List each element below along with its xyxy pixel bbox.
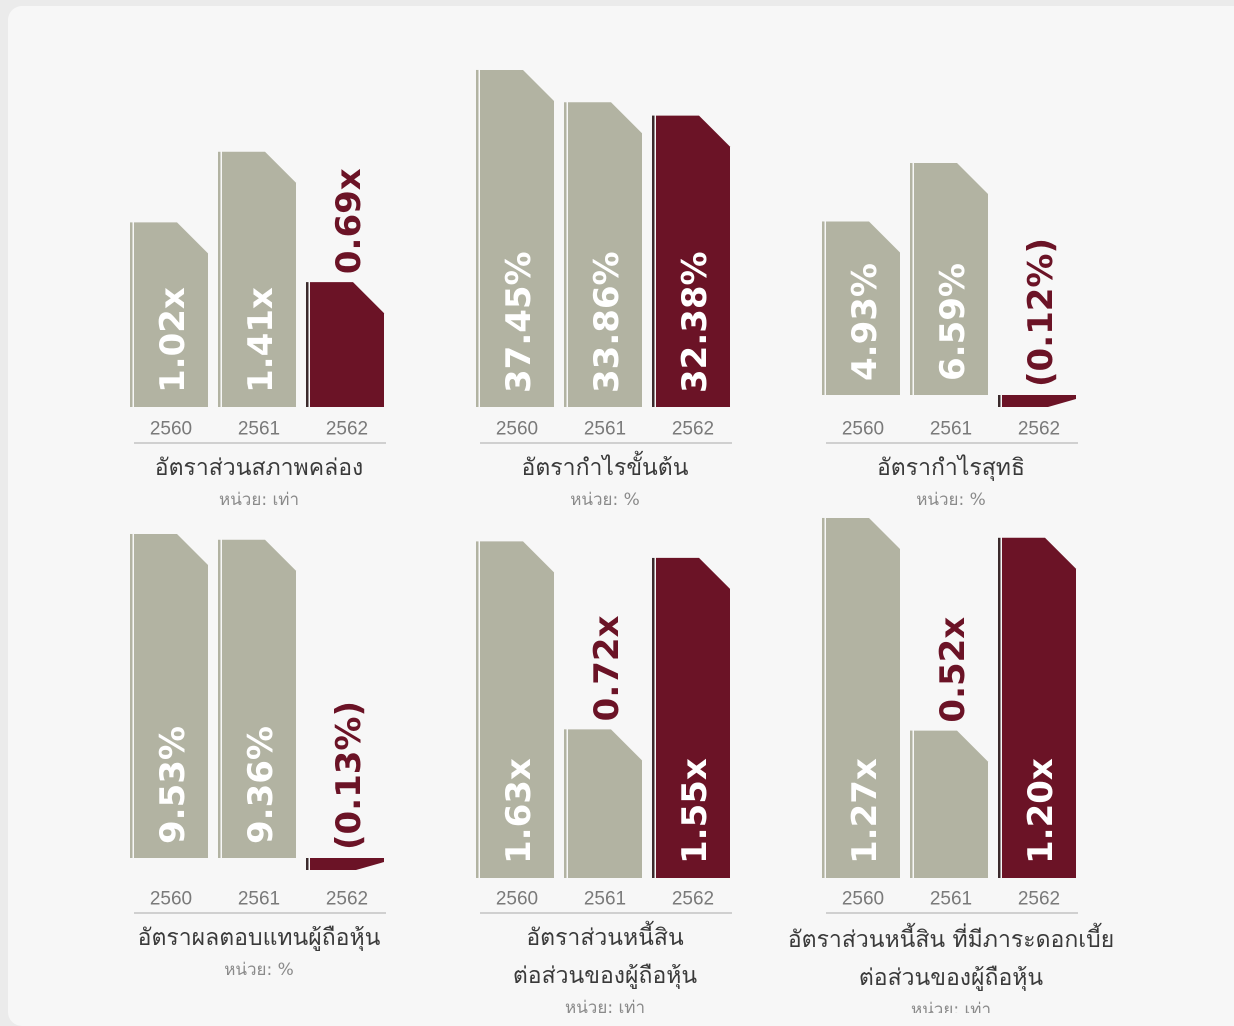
value-label-2562: 1.20x	[1021, 758, 1061, 864]
bar-2560	[134, 533, 208, 858]
year-label-2560: 2560	[150, 419, 192, 440]
year-label-2562: 2562	[326, 419, 368, 440]
bar-2561	[222, 151, 296, 407]
bar-edge-2561	[218, 151, 221, 407]
year-label-2560: 2560	[496, 889, 538, 910]
chart-title: อัตราส่วนสภาพคล่อง	[155, 455, 364, 481]
chart-5: 1.63x 2560 0.72x 2561 1.55x 2562 อัตราส่วนหนี้…	[476, 541, 732, 1013]
unit-label: หน่วย: เท่า	[911, 1000, 991, 1013]
value-label-2561: 0.52x	[933, 617, 973, 723]
bar-edge-2560	[130, 533, 133, 858]
bar-2560	[134, 222, 208, 407]
value-label-2560: 1.27x	[845, 758, 885, 864]
bar-edge-2561	[910, 163, 913, 395]
bar-2562	[310, 858, 384, 870]
bar-2561	[914, 730, 988, 878]
chart-title: อัตราส่วนหนี้สิน ที่มีภาระดอกเบี้ย	[788, 923, 1114, 953]
unit-label: หน่วย: เท่า	[219, 490, 299, 510]
bar-edge-2562	[998, 395, 1001, 407]
year-label-2561: 2561	[238, 889, 280, 910]
year-label-2560: 2560	[842, 419, 884, 440]
value-label-2562: 1.55x	[675, 758, 715, 864]
bar-edge-2560	[822, 517, 825, 878]
bar-2561	[222, 539, 296, 858]
value-label-2560: 37.45%	[499, 251, 539, 393]
year-label-2561: 2561	[238, 419, 280, 440]
value-label-2560: 9.53%	[153, 726, 193, 844]
value-label-2560: 1.63x	[499, 758, 539, 864]
year-label-2561: 2561	[930, 889, 972, 910]
year-label-2561: 2561	[584, 419, 626, 440]
bar-2560	[826, 221, 900, 395]
bar-2560	[480, 69, 554, 407]
bar-edge-2562	[998, 537, 1001, 878]
bar-edge-2561	[564, 729, 567, 878]
bar-2562	[1002, 537, 1076, 878]
year-label-2562: 2562	[1018, 419, 1060, 440]
value-label-2561: 1.41x	[241, 287, 281, 393]
chart-4: 9.53% 2560 9.36% 2561 (0.13%) 2562 อัตราผลตอบแ…	[130, 533, 386, 980]
bar-2562	[656, 115, 730, 407]
unit-label: หน่วย: %	[224, 960, 294, 980]
unit-label: หน่วย: %	[916, 490, 986, 510]
year-label-2562: 2562	[326, 889, 368, 910]
bar-edge-2561	[218, 539, 221, 858]
bar-edge-2560	[130, 222, 133, 407]
chart-title: ต่อส่วนของผู้ถือหุ้น	[859, 965, 1044, 991]
value-label-2561: 0.72x	[587, 615, 627, 721]
bar-edge-2562	[306, 282, 309, 407]
value-label-2561: 9.36%	[241, 726, 281, 844]
year-label-2560: 2560	[496, 419, 538, 440]
bar-edge-2561	[564, 102, 567, 407]
chart-title: อัตรากำไรขั้นต้น	[522, 451, 689, 481]
bar-2561	[568, 729, 642, 878]
bar-2562	[310, 282, 384, 407]
year-label-2560: 2560	[842, 889, 884, 910]
bar-edge-2562	[652, 557, 655, 878]
chart-3: 4.93% 2560 6.59% 2561 (0.12%) 2562 อัตรากำไรสุ…	[822, 163, 1078, 510]
chart-title: อัตรากำไรสุทธิ	[877, 454, 1025, 481]
value-label-2562: (0.12%)	[1021, 238, 1061, 387]
bar-2561	[914, 163, 988, 395]
chart-title: อัตราผลตอบแทนผู้ถือหุ้น	[138, 925, 381, 951]
bar-2562	[1002, 395, 1076, 407]
value-label-2562: 32.38%	[675, 251, 715, 393]
chart-1: 1.02x 2560 1.41x 2561 0.69x 2562 อัตราส่วนสภาพ…	[130, 151, 386, 510]
year-label-2561: 2561	[584, 889, 626, 910]
unit-label: หน่วย: เท่า	[565, 998, 645, 1013]
value-label-2561: 6.59%	[933, 263, 973, 381]
year-label-2562: 2562	[1018, 889, 1060, 910]
bar-2560	[826, 517, 900, 878]
year-label-2561: 2561	[930, 419, 972, 440]
year-label-2560: 2560	[150, 889, 192, 910]
bar-2562	[656, 557, 730, 878]
year-label-2562: 2562	[672, 419, 714, 440]
value-label-2561: 33.86%	[587, 251, 627, 393]
bar-edge-2562	[306, 858, 309, 870]
bar-edge-2560	[476, 541, 479, 878]
chart-title: ต่อส่วนของผู้ถือหุ้น	[513, 963, 698, 989]
bar-edge-2562	[652, 115, 655, 407]
year-label-2562: 2562	[672, 889, 714, 910]
value-label-2560: 1.02x	[153, 287, 193, 393]
bar-edge-2560	[822, 221, 825, 395]
value-label-2562: (0.13%)	[329, 701, 369, 850]
value-label-2562: 0.69x	[329, 168, 369, 274]
bar-edge-2561	[910, 730, 913, 878]
bar-2560	[480, 541, 554, 878]
chart-2: 37.45% 2560 33.86% 2561 32.38% 2562 อัตรากำไรข…	[476, 69, 732, 510]
bar-edge-2560	[476, 69, 479, 407]
chart-6: 1.27x 2560 0.52x 2561 1.20x 2562 อัตราส่วนหนี้…	[788, 517, 1114, 1013]
value-label-2560: 4.93%	[845, 263, 885, 381]
unit-label: หน่วย: %	[570, 490, 640, 510]
bar-2561	[568, 102, 642, 407]
chart-title: อัตราส่วนหนี้สิน	[526, 921, 684, 951]
